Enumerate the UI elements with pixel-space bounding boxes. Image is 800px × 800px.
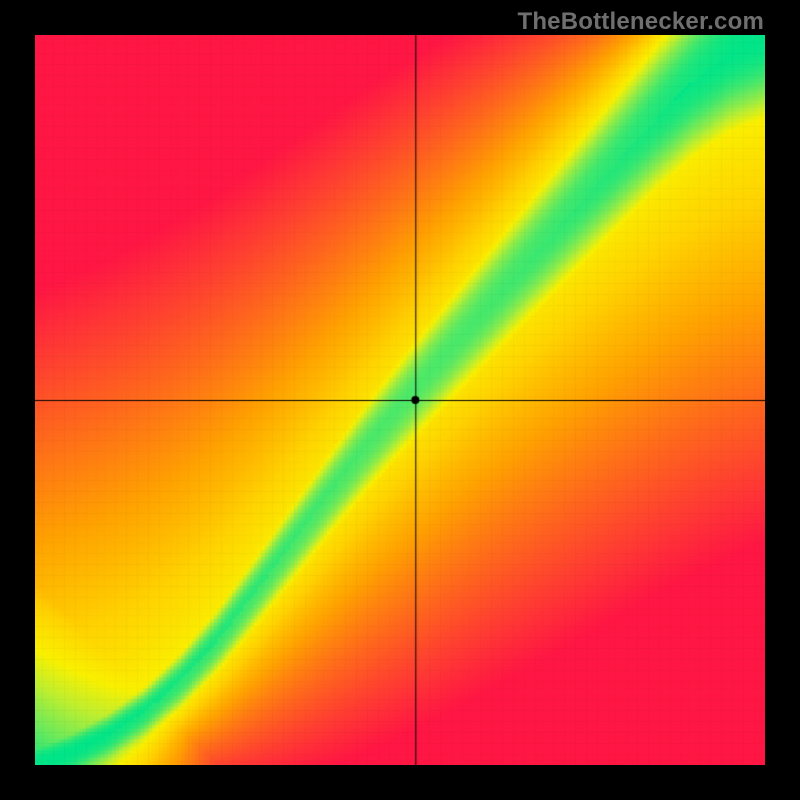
watermark-text: TheBottlenecker.com: [517, 8, 764, 36]
heatmap-plot: [35, 35, 765, 765]
